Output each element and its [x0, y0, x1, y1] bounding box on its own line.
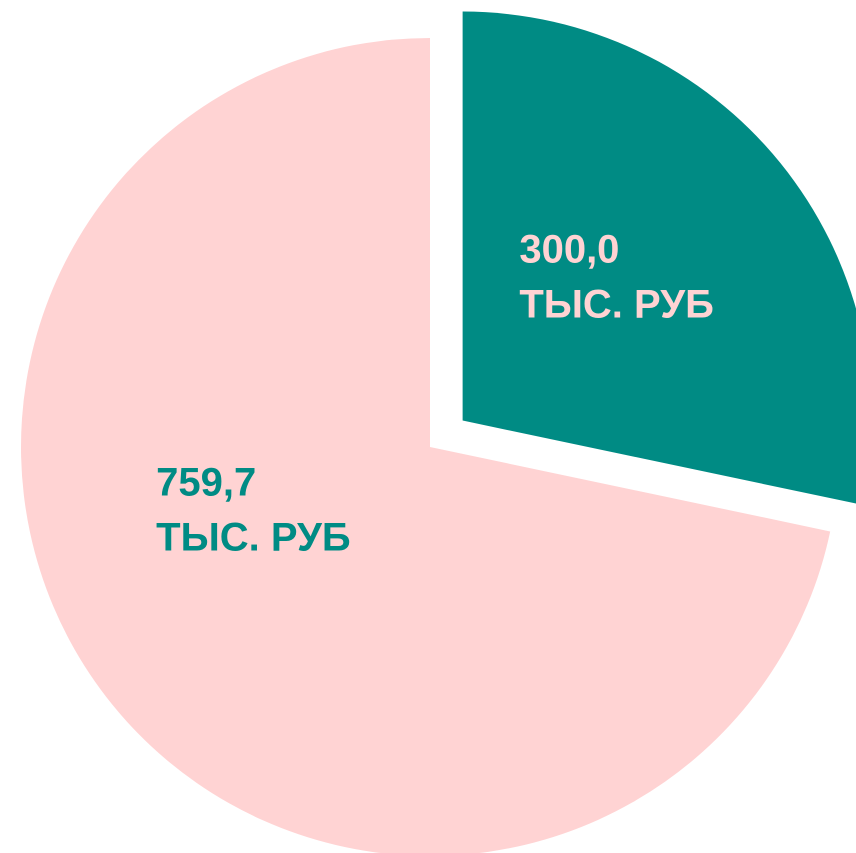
slice-value-label: 300,0 [519, 227, 619, 271]
slice-unit-label: ТЫС. РУБ [156, 515, 351, 559]
slice-unit-label: ТЫС. РУБ [519, 282, 714, 326]
pie-slice [462, 11, 856, 504]
pie-slice [21, 38, 831, 853]
slice-value-label: 759,7 [156, 460, 256, 504]
